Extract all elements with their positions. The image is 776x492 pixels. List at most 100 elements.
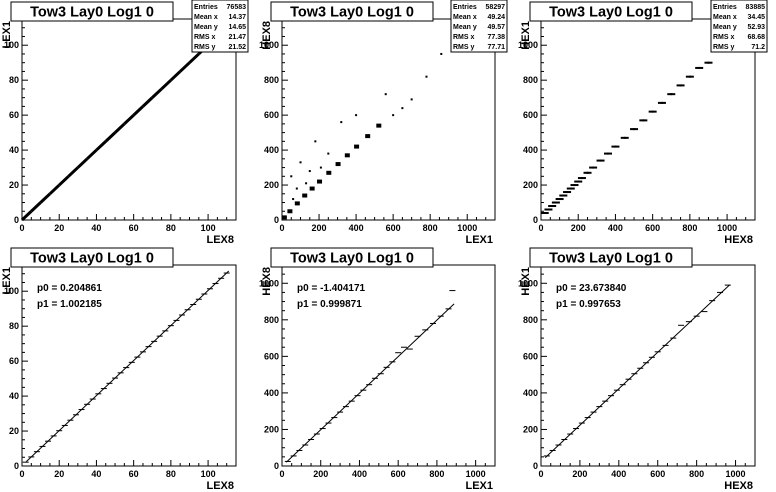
stats-value: 52.93 xyxy=(747,24,765,31)
data-point xyxy=(160,79,172,91)
x-tick-label: 0 xyxy=(538,469,543,479)
y-tick-label: 100 xyxy=(4,286,19,296)
fit-param-label: p0 = 0.204861 xyxy=(37,283,102,294)
stats-value: 49.57 xyxy=(487,24,505,31)
stats-value: 76583 xyxy=(227,4,247,11)
stats-label: Entries xyxy=(713,4,737,11)
y-tick-label: 200 xyxy=(523,424,538,434)
y-tick-label: 1000 xyxy=(259,40,279,50)
x-tick-label: 80 xyxy=(166,223,176,233)
chart-panel-5: 0 200 400 600 800 100002004006008001000LEX1HE… xyxy=(259,247,496,492)
data-point xyxy=(95,140,107,152)
x-tick-label: 600 xyxy=(386,223,401,233)
data-point xyxy=(76,157,89,169)
data-point xyxy=(287,209,293,214)
x-tick-label: 800 xyxy=(429,469,444,479)
x-tick-label: 1000 xyxy=(726,469,746,479)
title-box xyxy=(10,247,174,268)
stats-value: 21.52 xyxy=(228,44,246,51)
x-tick-label: 40 xyxy=(91,223,101,233)
x-tick-label: 0 xyxy=(279,469,284,479)
y-tick-label: 200 xyxy=(523,180,538,190)
x-axis-label: LEX1 xyxy=(465,480,493,492)
stats-box xyxy=(191,0,249,53)
y-tick-label: 0 xyxy=(14,215,19,225)
y-tick-label: 0 xyxy=(14,461,19,471)
stats-label: RMS y xyxy=(194,44,216,51)
y-tick-label: 1000 xyxy=(518,40,538,50)
data-point xyxy=(354,144,360,149)
y-tick-label: 1000 xyxy=(518,278,538,288)
y-tick-label: 400 xyxy=(523,388,538,398)
chart-title: Tow3 Lay0 Log1 0 xyxy=(30,5,154,21)
y-tick-label: 400 xyxy=(523,145,538,155)
data-point xyxy=(281,215,287,220)
x-tick-label: 1000 xyxy=(717,223,737,233)
x-tick-label: 0 xyxy=(279,223,284,233)
data-point xyxy=(392,114,395,117)
x-tick-label: 0 xyxy=(19,223,24,233)
fit-param-label: p1 = 0.997653 xyxy=(556,299,621,310)
x-tick-label: 60 xyxy=(129,469,139,479)
data-point xyxy=(355,114,358,117)
x-tick-label: 600 xyxy=(650,469,665,479)
data-point xyxy=(425,75,428,78)
stats-label: RMS x xyxy=(194,34,216,41)
x-axis-label: HEX8 xyxy=(724,480,753,492)
chart-title: Tow3 Lay0 Log1 0 xyxy=(290,251,414,267)
y-tick-label: 0 xyxy=(274,461,279,471)
data-point xyxy=(340,121,343,124)
data-point xyxy=(410,98,413,101)
fit-param-label: p1 = 1.002185 xyxy=(37,299,102,310)
stats-box xyxy=(450,0,508,53)
y-tick-label: 0 xyxy=(533,461,538,471)
stats-value: 68.68 xyxy=(747,34,765,41)
x-tick-label: 0 xyxy=(538,223,543,233)
stats-label: Entries xyxy=(194,4,218,11)
plot-frame xyxy=(540,18,756,221)
y-tick-label: 400 xyxy=(264,388,279,398)
data-point xyxy=(141,96,154,108)
data-point xyxy=(376,123,382,128)
fit-param-label: p0 = -1.404171 xyxy=(297,283,366,294)
data-point xyxy=(294,201,300,206)
y-axis-label: LEX1 xyxy=(1,267,13,295)
y-tick-label: 80 xyxy=(9,75,19,85)
fit-param-label: p1 = 0.999871 xyxy=(297,299,362,310)
stats-label: Entries xyxy=(453,4,477,11)
x-tick-label: 20 xyxy=(54,469,64,479)
y-tick-label: 600 xyxy=(264,110,279,120)
data-point xyxy=(123,114,135,125)
title-box xyxy=(529,247,693,268)
x-tick-label: 800 xyxy=(423,223,438,233)
data-point xyxy=(305,182,308,185)
data-point xyxy=(290,175,293,178)
stats-value: 14.65 xyxy=(228,24,246,31)
y-tick-label: 800 xyxy=(264,75,279,85)
y-tick-label: 200 xyxy=(264,180,279,190)
data-point xyxy=(299,161,302,164)
stats-value: 83885 xyxy=(746,4,766,11)
data-point xyxy=(132,105,144,117)
stats-value: 71.2 xyxy=(751,44,765,51)
y-tick-label: 60 xyxy=(9,356,19,366)
data-point xyxy=(401,107,404,110)
y-tick-label: 100 xyxy=(4,40,19,50)
x-tick-label: 200 xyxy=(313,469,328,479)
data-point xyxy=(319,166,322,169)
fit-line xyxy=(25,270,230,462)
stats-value: 14.37 xyxy=(228,14,246,21)
data-point xyxy=(86,148,98,160)
x-axis-label: LEX8 xyxy=(206,234,234,246)
data-point xyxy=(104,131,117,143)
data-point xyxy=(308,170,311,173)
x-tick-label: 20 xyxy=(54,223,64,233)
data-point xyxy=(114,122,126,134)
y-tick-label: 1000 xyxy=(259,278,279,288)
stats-label: Mean y xyxy=(194,24,218,31)
data-point xyxy=(384,93,387,96)
data-point xyxy=(327,152,330,155)
y-axis-label: HEX1 xyxy=(520,21,532,50)
y-tick-label: 400 xyxy=(264,145,279,155)
